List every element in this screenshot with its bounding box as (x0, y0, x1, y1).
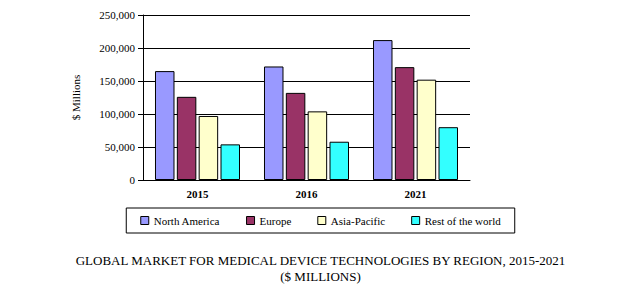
svg-text:GLOBAL MARKET FOR MEDICAL DEVI: GLOBAL MARKET FOR MEDICAL DEVICE TECHNOL… (76, 253, 566, 268)
svg-text:2015: 2015 (187, 188, 210, 200)
svg-text:Rest of the world: Rest of the world (425, 215, 502, 227)
svg-text:0: 0 (130, 174, 136, 186)
svg-text:2016: 2016 (296, 188, 319, 200)
svg-text:2021: 2021 (405, 188, 427, 200)
svg-text:($ MILLIONS): ($ MILLIONS) (280, 269, 361, 284)
svg-text:100,000: 100,000 (99, 108, 135, 120)
svg-text:$ Millions: $ Millions (70, 75, 82, 121)
svg-text:North America: North America (154, 215, 220, 227)
svg-text:Europe: Europe (260, 215, 292, 227)
svg-text:150,000: 150,000 (99, 75, 135, 87)
svg-text:200,000: 200,000 (99, 42, 135, 54)
svg-text:50,000: 50,000 (105, 141, 136, 153)
svg-text:250,000: 250,000 (99, 9, 135, 21)
svg-text:Asia-Pacific: Asia-Pacific (331, 215, 385, 227)
